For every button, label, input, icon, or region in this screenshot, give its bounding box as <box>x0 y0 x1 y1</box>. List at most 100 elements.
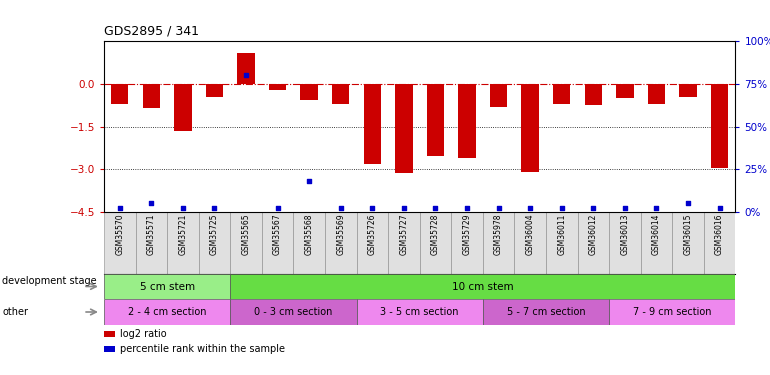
Point <box>714 206 726 212</box>
Text: 5 cm stem: 5 cm stem <box>139 282 195 291</box>
Point <box>650 206 662 212</box>
Text: GSM35721: GSM35721 <box>179 214 187 255</box>
Point <box>587 206 599 212</box>
Point <box>145 200 158 206</box>
Bar <box>672 212 704 274</box>
Text: GSM35978: GSM35978 <box>494 214 503 255</box>
Bar <box>553 84 571 104</box>
Bar <box>269 84 286 90</box>
Bar <box>609 299 735 325</box>
Bar <box>514 212 546 274</box>
Text: development stage: development stage <box>2 276 97 286</box>
Bar <box>546 212 578 274</box>
Bar <box>704 212 735 274</box>
Text: GSM35567: GSM35567 <box>273 214 282 255</box>
Text: GSM35565: GSM35565 <box>242 214 250 255</box>
Point <box>556 206 568 212</box>
Text: GSM35568: GSM35568 <box>305 214 313 255</box>
Bar <box>483 212 514 274</box>
Bar <box>237 53 255 84</box>
Point <box>397 206 410 212</box>
Bar <box>609 212 641 274</box>
Bar <box>206 84 223 97</box>
Point <box>367 206 379 212</box>
Bar <box>104 212 136 274</box>
Bar <box>458 84 476 158</box>
Bar <box>584 84 602 105</box>
Bar <box>293 212 325 274</box>
Text: 0 - 3 cm section: 0 - 3 cm section <box>254 307 333 317</box>
Bar <box>174 84 192 131</box>
Text: GSM35570: GSM35570 <box>116 214 124 255</box>
Text: percentile rank within the sample: percentile rank within the sample <box>120 344 286 354</box>
Bar <box>641 212 672 274</box>
Bar <box>142 84 160 108</box>
Point <box>619 206 631 212</box>
Bar <box>490 84 507 106</box>
Bar <box>427 84 444 156</box>
Bar <box>420 212 451 274</box>
Bar <box>136 212 167 274</box>
Bar <box>357 212 388 274</box>
Point <box>240 72 253 78</box>
Bar <box>521 84 539 172</box>
Bar <box>111 84 129 104</box>
Point <box>303 178 316 184</box>
Bar <box>300 84 318 99</box>
Text: GSM36011: GSM36011 <box>557 214 566 255</box>
Bar <box>230 299 357 325</box>
Text: GSM36004: GSM36004 <box>526 214 534 255</box>
Text: GSM35727: GSM35727 <box>400 214 408 255</box>
Bar <box>711 84 728 168</box>
Text: GSM36015: GSM36015 <box>684 214 692 255</box>
Bar <box>230 274 735 299</box>
Bar <box>325 212 357 274</box>
Text: GSM35726: GSM35726 <box>368 214 377 255</box>
Text: other: other <box>2 307 28 317</box>
Bar <box>167 212 199 274</box>
Bar <box>199 212 230 274</box>
Bar <box>357 299 483 325</box>
Text: GSM35728: GSM35728 <box>431 214 440 255</box>
Text: GDS2895 / 341: GDS2895 / 341 <box>104 24 199 38</box>
Text: GSM36014: GSM36014 <box>652 214 661 255</box>
Bar <box>104 274 230 299</box>
Text: 3 - 5 cm section: 3 - 5 cm section <box>380 307 459 317</box>
Point <box>271 206 283 212</box>
Point <box>524 206 536 212</box>
Bar <box>395 84 413 174</box>
Point <box>334 206 346 212</box>
Point <box>430 206 442 212</box>
Text: log2 ratio: log2 ratio <box>120 329 167 339</box>
Bar <box>104 331 115 337</box>
Point <box>208 206 220 212</box>
Bar <box>451 212 483 274</box>
Bar <box>679 84 697 97</box>
Text: GSM35725: GSM35725 <box>210 214 219 255</box>
Text: GSM35569: GSM35569 <box>336 214 345 255</box>
Text: 10 cm stem: 10 cm stem <box>452 282 514 291</box>
Bar <box>262 212 293 274</box>
Bar <box>616 84 634 98</box>
Text: GSM36013: GSM36013 <box>621 214 629 255</box>
Text: GSM35729: GSM35729 <box>463 214 471 255</box>
Bar <box>648 84 665 104</box>
Point <box>460 206 473 212</box>
Text: 7 - 9 cm section: 7 - 9 cm section <box>633 307 711 317</box>
Bar <box>388 212 420 274</box>
Point <box>114 206 126 212</box>
Bar <box>578 212 609 274</box>
Bar <box>332 84 350 104</box>
Text: 5 - 7 cm section: 5 - 7 cm section <box>507 307 585 317</box>
Text: GSM35571: GSM35571 <box>147 214 156 255</box>
Bar <box>363 84 381 164</box>
Bar <box>483 299 609 325</box>
Text: GSM36016: GSM36016 <box>715 214 724 255</box>
Bar <box>104 299 230 325</box>
Point <box>493 206 505 212</box>
Point <box>682 200 695 206</box>
Point <box>176 206 189 212</box>
Text: GSM36012: GSM36012 <box>589 214 598 255</box>
Text: 2 - 4 cm section: 2 - 4 cm section <box>128 307 206 317</box>
Bar <box>230 212 262 274</box>
